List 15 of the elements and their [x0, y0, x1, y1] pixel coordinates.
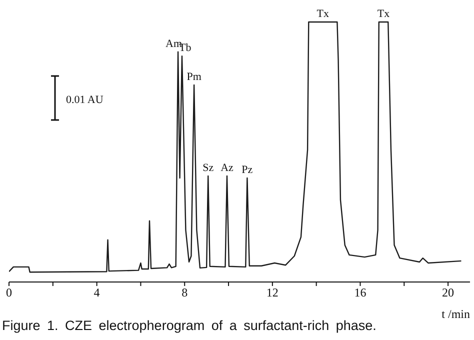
annotation: 0.01 AU: [66, 94, 104, 106]
x-axis-title: t /min: [442, 307, 470, 321]
x-tick-label: 4: [94, 286, 100, 300]
x-tick-label: 12: [266, 286, 278, 300]
text: Figure 1. CZE electropherogram of a surfactant-rich phase.: [2, 318, 376, 333]
x-tick-label: 20: [442, 286, 454, 300]
annotation: Tx: [377, 8, 390, 20]
x-tick-label: 8: [182, 286, 188, 300]
x-tick-label: 16: [354, 286, 366, 300]
x-tick-label: 0: [6, 286, 12, 300]
annotation: Sz: [202, 162, 214, 174]
annotation: Tx: [316, 8, 330, 20]
annotation: Pz: [242, 164, 253, 176]
annotation: Az: [220, 162, 234, 174]
annotation: Pm: [186, 70, 202, 83]
